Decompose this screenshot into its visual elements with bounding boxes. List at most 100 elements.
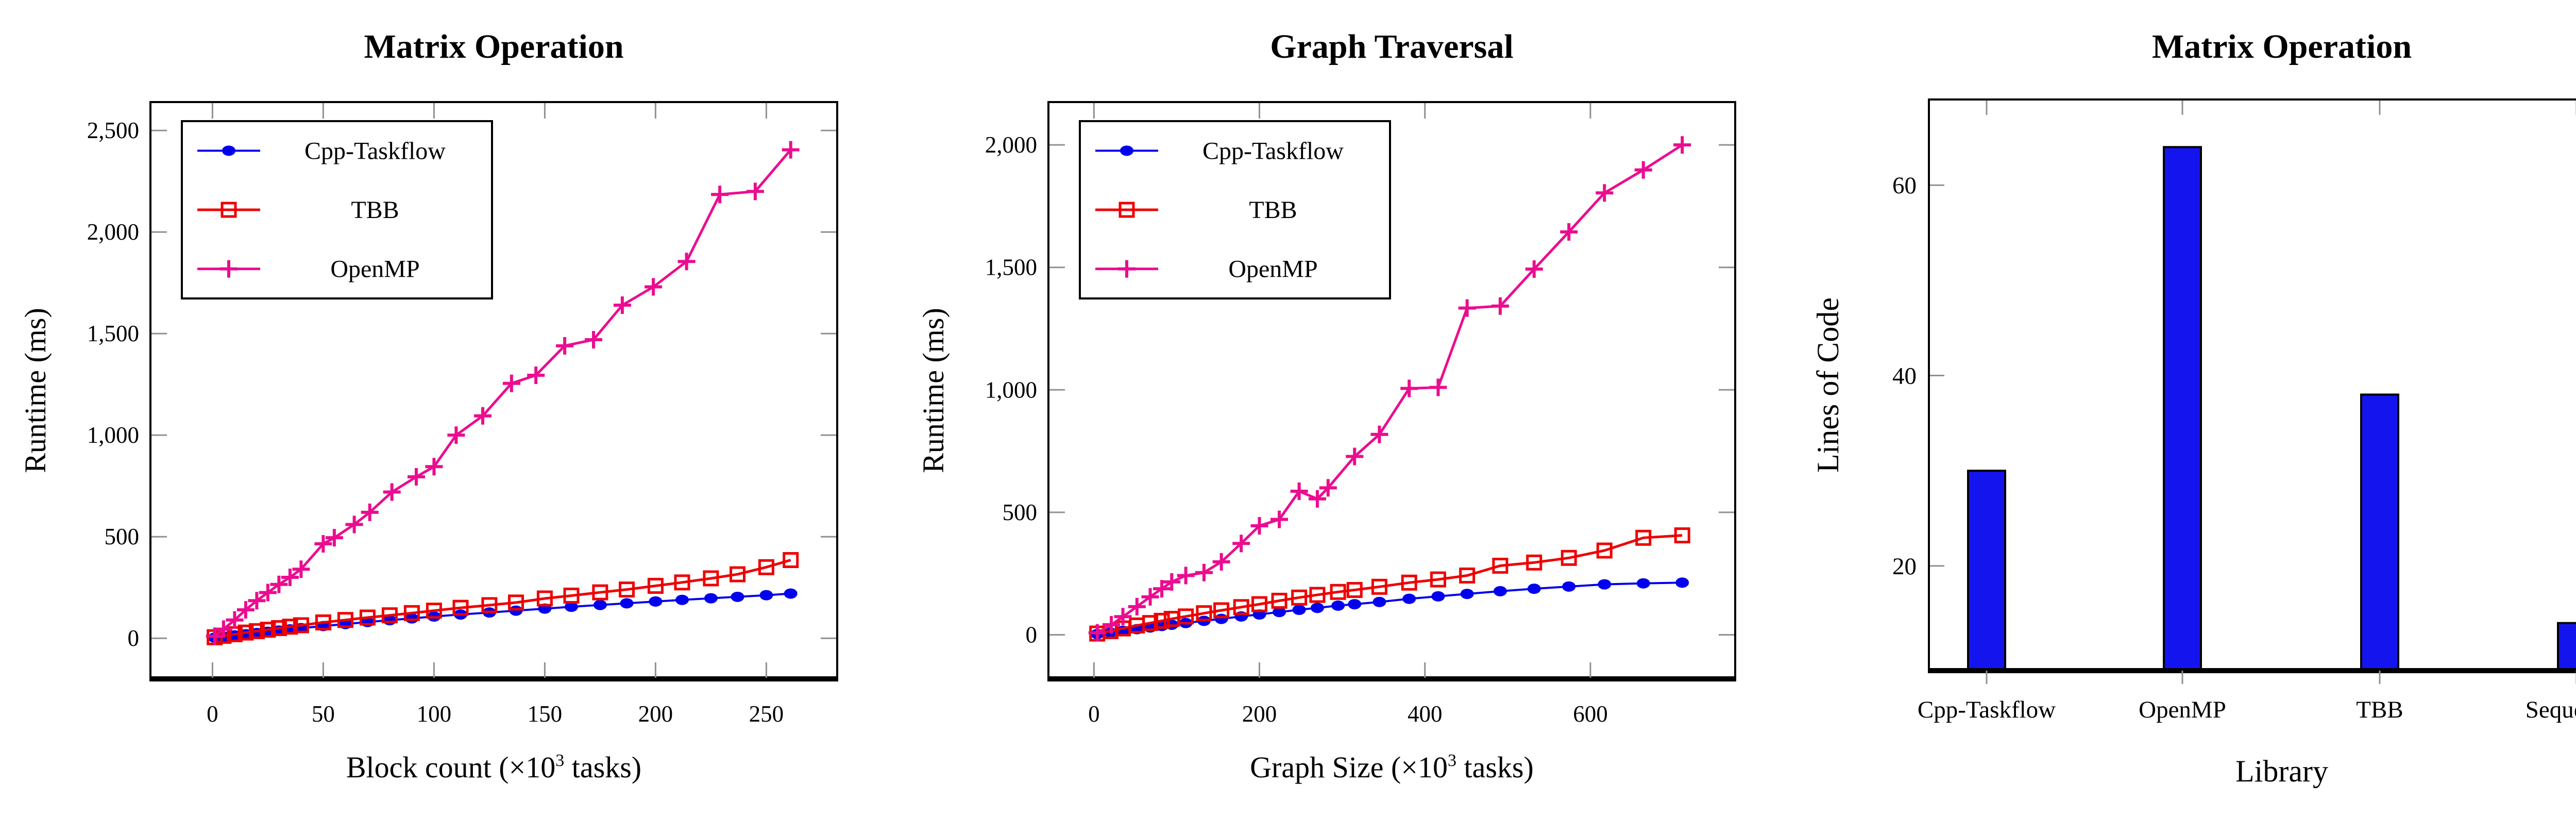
matrix-runtime-series-Cpp-Taskflow-marker [759,590,773,601]
graph-runtime-series-TBB-marker [1142,615,1159,631]
graph-runtime-series-Cpp-Taskflow-marker [1675,577,1689,588]
graph-runtime-legend-TBB-marker [1118,202,1135,218]
matrix-loc-bar-Sequential [2557,622,2576,672]
graph-runtime-x-tick-label: 400 [1408,701,1443,727]
matrix-runtime-series-TBB-marker [481,597,498,613]
matrix-runtime-series-Cpp-Taskflow-marker [565,602,578,612]
matrix-loc-y-axis-label: Lines of Code [1811,297,1845,473]
graph-runtime-series-TBB-marker [1492,557,1509,574]
graph-runtime-series-TBB-marker [1291,589,1308,606]
graph-runtime-series-TBB-marker [1346,582,1363,598]
matrix-runtime-series-TBB-marker [592,584,608,601]
matrix-loc-bar-chart: Matrix Operation 20 40 60 Cpp-Taskflow OpenMP… [1811,28,2576,788]
matrix-runtime-series-TBB-marker [426,603,442,619]
matrix-runtime-y-tick-label: 2,000 [87,219,139,245]
matrix-runtime-series-TBB-marker [293,617,309,634]
graph-runtime-series-TBB-marker [1674,527,1690,544]
matrix-loc-title: Matrix Operation [2152,28,2412,65]
matrix-runtime-y-tick-label: 1,000 [87,422,139,448]
panel-matrix-loc: Matrix Operation 20 40 60 Cpp-Taskflow OpenMP… [1796,0,2576,816]
graph-runtime-x-axis-label: Graph Size (×103 tasks) [1250,751,1534,784]
graph-runtime-legend-Cpp-Taskflow-marker [1120,145,1133,156]
graph-runtime-series-Cpp-Taskflow-marker [1310,603,1324,613]
matrix-loc-category-label: Sequential [2526,696,2576,723]
graph-runtime-series-Cpp-Taskflow-marker [1493,586,1507,596]
matrix-runtime-legend-TBB-marker [221,202,237,218]
matrix-runtime-series-TBB-marker [260,622,276,638]
matrix-runtime-x-tick-label: 100 [417,701,452,727]
graph-runtime-series-TBB-marker [1309,587,1326,603]
matrix-runtime-series-Cpp-Taskflow-marker [509,605,523,616]
matrix-runtime-y-tick-label: 500 [105,524,140,549]
matrix-runtime-series-TBB-marker [647,578,664,594]
matrix-runtime-series-TBB-marker [674,574,690,591]
matrix-runtime-series-TBB-marker [337,612,353,628]
matrix-runtime-x-tick-label: 250 [749,701,784,727]
matrix-loc-bar-OpenMP [2163,146,2202,672]
matrix-runtime-x-axis-label: Block count (×103 tasks) [346,751,641,784]
matrix-runtime-series-TBB-marker [248,623,265,639]
graph-runtime-y-tick-label: 500 [1003,499,1038,525]
matrix-loc-category-label: TBB [2356,696,2403,723]
matrix-runtime-x-tick-label: 0 [207,701,218,727]
matrix-runtime-series-TBB-marker [359,609,376,626]
matrix-runtime-series-TBB-marker [730,566,745,582]
graph-runtime-series-Cpp-Taskflow-marker [1636,578,1650,589]
graph-runtime-series-Cpp-Taskflow-marker [1527,584,1541,594]
graph-runtime-series-Cpp-Taskflow-marker [1273,607,1286,618]
matrix-runtime-series-TBB-marker [315,614,331,630]
matrix-loc-category-label: Cpp-Taskflow [1918,696,2056,723]
graph-runtime-series-Cpp-Taskflow-marker [1372,596,1386,607]
matrix-runtime-y-tick-label: 2,500 [87,118,139,143]
matrix-runtime-x-tick-label: 50 [312,701,335,727]
graph-runtime-legend-label-TBB: TBB [1249,196,1297,224]
matrix-loc-plot-frame [1928,98,2576,672]
graph-runtime-legend-label-Cpp-Taskflow: Cpp-Taskflow [1202,137,1344,164]
matrix-runtime-series-TBB-marker [508,594,524,611]
graph-runtime-series-TBB-marker [1178,608,1194,625]
graph-runtime-series-Cpp-Taskflow-marker [1292,605,1306,615]
matrix-runtime-series-OpenMP-line [214,148,792,638]
matrix-runtime-series-TBB-marker [452,599,469,616]
matrix-runtime-y-tick-label: 0 [128,625,140,651]
graph-runtime-series-TBB-marker [1596,542,1613,559]
matrix-loc-bar-TBB [2360,393,2399,672]
matrix-runtime-series-TBB-marker [403,605,420,621]
matrix-loc-y-tick-label: 40 [1892,363,1917,390]
matrix-runtime-series-TBB-marker [270,620,287,636]
matrix-runtime-legend-Cpp-Taskflow-marker [222,145,235,156]
graph-runtime-series-Cpp-Taskflow-marker [1214,613,1228,624]
graph-runtime-series-Cpp-Taskflow-marker [1331,600,1345,611]
matrix-runtime-x-tick-label: 150 [528,701,563,727]
graph-runtime-series-TBB-marker [1233,599,1249,615]
graph-runtime-y-axis-label: Runtime (ms) [917,308,950,473]
matrix-runtime-series-TBB-marker [783,552,799,569]
matrix-runtime-series-Cpp-Taskflow-marker [620,598,634,609]
graph-runtime-series-TBB-marker [1459,567,1476,584]
matrix-runtime-series-Cpp-Taskflow-marker [593,599,607,610]
graph-runtime-series-TBB-marker [1430,571,1446,588]
graph-runtime-series-TBB-marker [1561,549,1577,566]
graph-runtime-y-tick-label: 1,000 [985,377,1037,403]
matrix-runtime-x-tick-label: 200 [638,701,673,727]
matrix-runtime-series-TBB-marker [381,607,398,624]
graph-runtime-x-tick-label: 600 [1573,701,1608,727]
graph-runtime-series-TBB-marker [1635,529,1652,546]
matrix-runtime-series-TBB-marker [563,587,580,604]
matrix-runtime-series-Cpp-Taskflow-marker [731,591,744,602]
graph-runtime-series-TBB-marker [1271,592,1287,609]
graph-runtime-series-Cpp-Taskflow-marker [1460,589,1474,599]
graph-runtime-y-tick-label: 2,000 [985,132,1037,158]
graph-runtime-series-Cpp-Taskflow-marker [1348,599,1362,610]
graph-runtime-legend-label-OpenMP: OpenMP [1228,256,1317,283]
matrix-runtime-y-tick-label: 1,500 [87,321,139,346]
graph-runtime-x-tick-label: 200 [1242,701,1277,727]
matrix-loc-y-tick-label: 20 [1892,553,1917,580]
matrix-runtime-series-Cpp-Taskflow-marker [784,588,798,599]
graph-runtime-x-tick-label: 0 [1088,701,1100,727]
matrix-runtime-series-TBB-marker [703,570,719,587]
matrix-runtime-legend-label-OpenMP: OpenMP [330,256,419,283]
matrix-runtime-series-Cpp-Taskflow-marker [649,596,663,607]
panel-matrix-runtime: Matrix Operation 0 50 100 150 200 250 0 500 1,000… [0,0,898,816]
